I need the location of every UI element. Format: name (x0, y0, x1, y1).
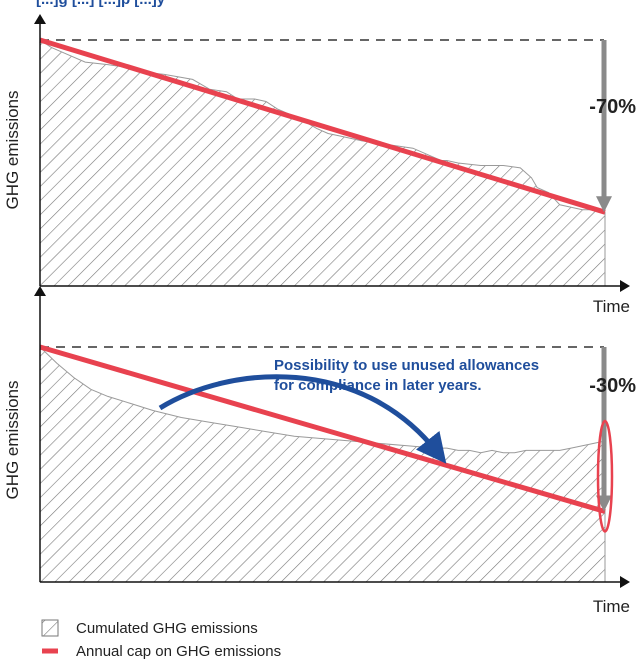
reduction-percent-bottom: -30% (589, 375, 636, 397)
reduction-arrow-head-bottom (596, 495, 612, 512)
x-axis-label-top: Time (593, 297, 630, 316)
reduction-percent-top: -70% (589, 96, 636, 118)
chart-bottom: Possibility to use unused allowances for… (3, 286, 636, 616)
y-axis-label-top: GHG emissions (3, 90, 22, 209)
excess-emissions-ellipse (596, 419, 614, 533)
reduction-arrow-head-top (596, 196, 612, 213)
banking-note-line-2: for compliance in later years. (274, 377, 482, 394)
chart-top: GHG emissions Time -70% (3, 14, 636, 316)
legend: Cumulated GHG emissions Annual cap on GH… (41, 619, 281, 660)
banking-note-line-1: Possibility to use unused allowances (274, 357, 539, 374)
y-axis-arrowhead-top (34, 14, 46, 24)
x-axis-arrowhead-bottom (620, 576, 630, 588)
legend-label-cap: Annual cap on GHG emissions (76, 643, 281, 660)
legend-label-cumulated: Cumulated GHG emissions (76, 620, 258, 637)
annual-cap-line-top (39, 37, 606, 215)
y-axis-arrowhead-bottom (34, 286, 46, 296)
x-axis-label-bottom: Time (593, 597, 630, 616)
cumulated-emissions-area-top (39, 39, 606, 287)
top-caption: [...]g [...] [...]p [...]y (36, 0, 166, 8)
x-axis-arrowhead-top (620, 280, 630, 292)
annual-cap-line-bottom (39, 344, 606, 514)
legend-swatch-cumulated (41, 619, 59, 637)
y-axis-label-bottom: GHG emissions (3, 380, 22, 499)
banking-arrow (158, 374, 447, 464)
